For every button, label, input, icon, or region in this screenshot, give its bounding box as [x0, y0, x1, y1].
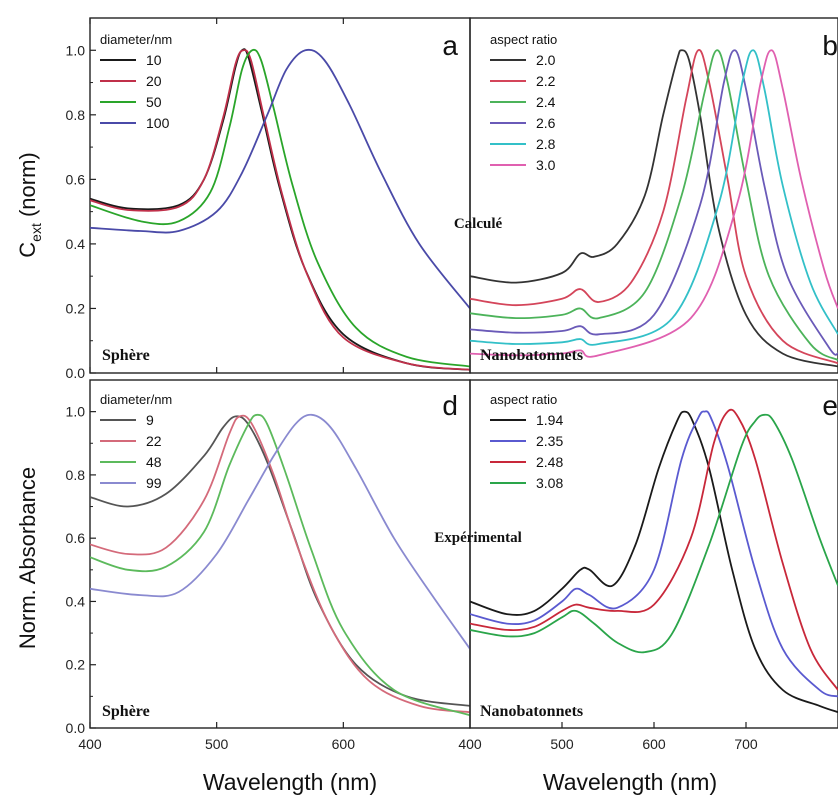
- x-tick-label: 400: [458, 736, 482, 752]
- x-tick-label: 500: [550, 736, 574, 752]
- legend-entry: 2.8: [536, 136, 556, 152]
- legend-entry: 10: [146, 52, 162, 68]
- y-tick-label: 0.6: [66, 171, 86, 187]
- y-tick-label: 0.8: [66, 467, 86, 483]
- series-line-9: [90, 415, 470, 707]
- legend-entry: 20: [146, 73, 162, 89]
- panel-a-plot-area: [90, 48, 470, 371]
- x-tick-label: 700: [734, 736, 758, 752]
- y-axis-label-top: Cext (norm): [15, 152, 44, 257]
- x-tick-label: 400: [78, 736, 102, 752]
- legend-entry: 99: [146, 475, 162, 491]
- series-line-22: [90, 414, 470, 714]
- legend-entry: 2.2: [536, 73, 556, 89]
- legend-title: diameter/nm: [100, 32, 172, 47]
- series-line-2.8: [470, 49, 838, 346]
- panel-d: 0.0 0.2 0.4 0.6 0.8 1.0 400 500 600 diameter/nm 9 2…: [66, 379, 471, 752]
- series-line-99: [90, 413, 470, 650]
- legend-entry: 2.0: [536, 52, 556, 68]
- y-tick-label: 0.4: [66, 593, 86, 609]
- inset-label: Nanobatonnets: [480, 347, 583, 364]
- series-line-2.48: [470, 408, 838, 691]
- center-label-bottom: Expérimental: [434, 530, 522, 546]
- y-label-top-sub: ext: [28, 223, 44, 242]
- panel-b: aspect ratio 2.0 2.2 2.4 2.6 2.8 3.0 b Nanobaton…: [469, 17, 838, 374]
- legend-entry: 2.35: [536, 433, 563, 449]
- x-tick-label: 600: [642, 736, 666, 752]
- panel-letter: a: [442, 30, 458, 61]
- series-line-3.0: [470, 49, 838, 358]
- series-line-50: [90, 48, 470, 368]
- y-tick-label: 0.6: [66, 530, 86, 546]
- series-line-2.35: [470, 410, 838, 698]
- legend-entry: 48: [146, 454, 162, 470]
- y-tick-label: 0.0: [66, 365, 86, 381]
- y-tick-label: 0.2: [66, 300, 86, 316]
- legend-entry: 2.6: [536, 115, 556, 131]
- inset-label: Nanobatonnets: [480, 703, 583, 720]
- series-line-1.94: [470, 410, 838, 714]
- panel-letter: b: [822, 30, 838, 61]
- legend-title: aspect ratio: [490, 392, 557, 407]
- legend-entry: 9: [146, 412, 154, 428]
- x-tick-label: 500: [205, 736, 229, 752]
- y-tick-label: 0.8: [66, 107, 86, 123]
- legend-title: diameter/nm: [100, 392, 172, 407]
- series-line-48: [90, 413, 470, 717]
- y-tick-label: 0.0: [66, 720, 86, 736]
- y-label-top-rest: (norm): [15, 152, 40, 223]
- legend-entry: 3.0: [536, 157, 556, 173]
- svg-text:Cext (norm): Cext (norm): [15, 152, 44, 257]
- y-axis-label-bottom-group: Norm. Absorbance: [15, 467, 40, 649]
- inset-label: Sphère: [102, 703, 150, 720]
- panel-b-frame: [469, 17, 838, 374]
- y-tick-label: 1.0: [66, 404, 86, 420]
- panel-letter: d: [442, 390, 458, 421]
- series-line-2.6: [470, 49, 838, 356]
- panel-d-plot-area: [90, 413, 470, 717]
- inset-label: Sphère: [102, 347, 150, 364]
- y-tick-label: 0.2: [66, 657, 86, 673]
- legend-entry: 3.08: [536, 475, 563, 491]
- y-label-top-main: C: [15, 242, 40, 258]
- series-line-100: [90, 48, 470, 310]
- legend-title: aspect ratio: [490, 32, 557, 47]
- series-line-2.0: [470, 49, 838, 368]
- series-line-20: [90, 49, 470, 371]
- center-label-top: Calculé: [454, 216, 503, 232]
- x-tick-label: 600: [332, 736, 356, 752]
- panel-b-plot-area: [470, 49, 838, 368]
- x-axis-label: Wavelength (nm): [203, 769, 377, 795]
- y-axis-label-bottom: Norm. Absorbance: [15, 467, 40, 649]
- y-tick-label: 1.0: [66, 42, 86, 58]
- panel-e: 500 600 700 400 aspect ratio 1.94 2.35 2.48 3.08…: [458, 379, 838, 752]
- panel-letter: e: [822, 390, 838, 421]
- legend-entry: 100: [146, 115, 170, 131]
- series-line-3.08: [470, 413, 838, 654]
- legend-entry: 1.94: [536, 412, 563, 428]
- panel-a: 0.0 0.2 0.4 0.6 0.8 1.0 diameter/nm 10 20 50 100 a S…: [66, 17, 471, 381]
- legend-entry: 2.48: [536, 454, 563, 470]
- panel-e-plot-area: [470, 408, 838, 714]
- y-tick-label: 0.4: [66, 236, 86, 252]
- legend-entry: 22: [146, 433, 162, 449]
- legend-entry: 50: [146, 94, 162, 110]
- legend-entry: 2.4: [536, 94, 556, 110]
- x-axis-label-right: Wavelength (nm): [543, 769, 717, 795]
- series-line-2.2: [470, 49, 838, 365]
- series-line-2.4: [470, 49, 838, 361]
